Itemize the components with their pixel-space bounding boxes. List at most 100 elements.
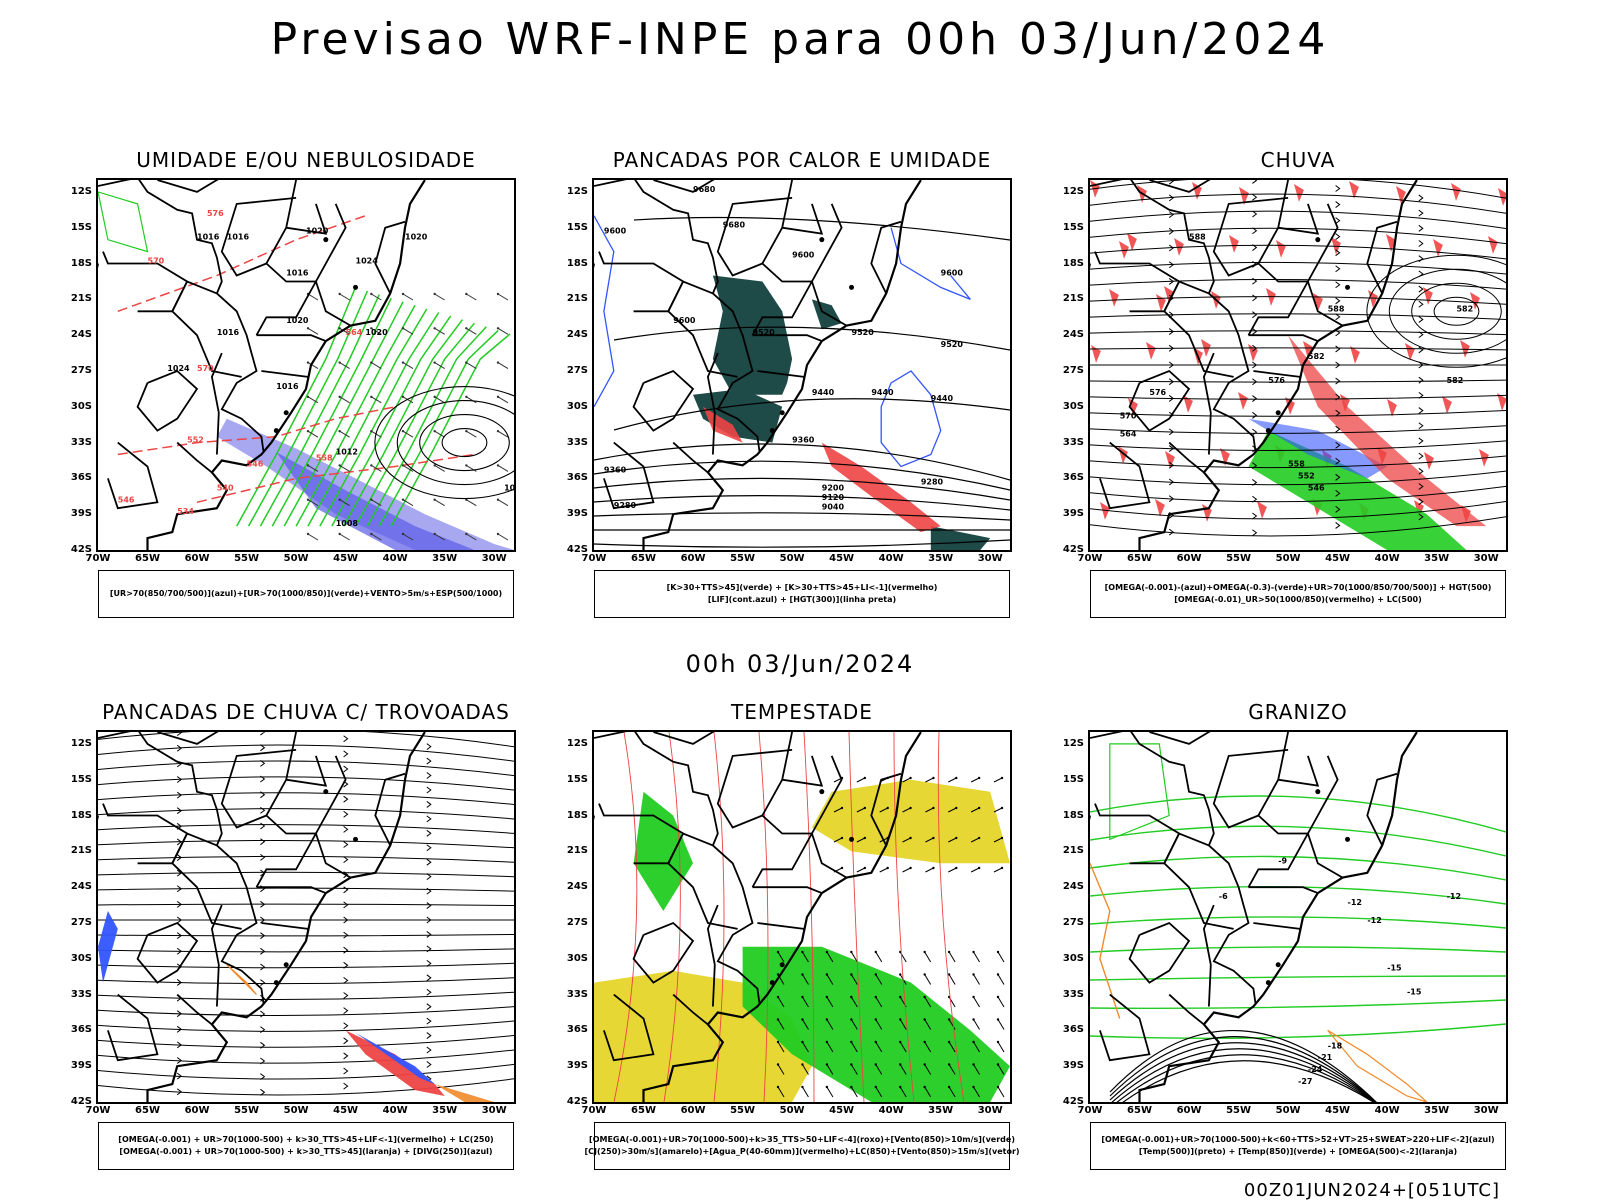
- latitude-tick-label: 18S: [70, 257, 92, 269]
- map-plot: -6 -9 -12 -15 -12 -18 -21 -24 -27 -15 -12: [1090, 732, 1506, 1102]
- contour-label: 9040: [822, 502, 845, 511]
- panel-legend: [UR>70(850/700/500)](azul)+[UR>70(1000/8…: [98, 570, 514, 618]
- contour-label: 9680: [693, 185, 716, 194]
- contour-label: 1024: [167, 364, 190, 373]
- contour-label: -27: [1298, 1077, 1312, 1086]
- latitude-tick-label: 33S: [1062, 436, 1084, 448]
- panel-title: UMIDADE E/OU NEBULOSIDADE: [136, 148, 476, 172]
- latitude-tick-label: 12S: [566, 185, 588, 197]
- main-title: Previsao WRF-INPE para 00h 03/Jun/2024: [270, 14, 1330, 65]
- contour-label: -24: [1308, 1065, 1323, 1074]
- latitude-tick-label: 15S: [1062, 221, 1084, 233]
- panel-title: TEMPESTADE: [731, 700, 873, 724]
- contour-label: -12: [1447, 892, 1461, 901]
- contour-label: -15: [1407, 988, 1422, 997]
- longitude-tick-label: 35W: [432, 1105, 458, 1116]
- longitude-tick-label: 50W: [1275, 1105, 1301, 1116]
- longitude-tick-label: 60W: [1176, 553, 1202, 564]
- longitude-tick-label: 70W: [85, 1105, 111, 1116]
- longitude-tick-label: 55W: [1226, 1105, 1252, 1116]
- contour-label: 582: [1456, 304, 1473, 313]
- contour-label: 9520: [752, 328, 775, 337]
- contour-label: 9440: [871, 388, 894, 397]
- contour-label: 9600: [604, 227, 627, 236]
- longitude-tick-label: 35W: [432, 553, 458, 564]
- contour-label: 1012: [336, 448, 358, 457]
- longitude-tick-label: 30W: [481, 553, 507, 564]
- latitude-tick-label: 12S: [70, 737, 92, 749]
- longitude-tick-label: 50W: [1275, 553, 1301, 564]
- latitude-tick-label: 18S: [1062, 809, 1084, 821]
- latitude-tick-label: 42S: [1062, 1096, 1084, 1107]
- contour-label: 546: [1308, 483, 1325, 492]
- panel-title: GRANIZO: [1248, 700, 1348, 724]
- longitude-tick-label: 40W: [1374, 553, 1400, 564]
- latitude-tick-label: 27S: [1062, 916, 1084, 928]
- contour-label: 1024: [356, 257, 379, 266]
- longitude-tick-label: 65W: [631, 553, 656, 564]
- contour-label: -21: [1318, 1053, 1333, 1062]
- longitude-tick-label: 30W: [1473, 1105, 1499, 1116]
- latitude-tick-label: 21S: [566, 845, 588, 857]
- panel-title: PANCADAS POR CALOR E UMIDADE: [612, 148, 992, 172]
- weather-map-panel: -6 -9 -12 -15 -12 -18 -21 -24 -27 -15 -12: [1088, 730, 1508, 1104]
- latitude-tick-label: 33S: [70, 436, 92, 448]
- latitude-tick-label: 36S: [1062, 472, 1084, 484]
- latitude-tick-label: 30S: [70, 400, 92, 412]
- longitude-tick-label: 40W: [382, 1105, 408, 1116]
- contour-label: 552: [187, 436, 204, 445]
- contour-label: 9360: [604, 465, 627, 474]
- latitude-tick-label: 12S: [1062, 185, 1084, 197]
- weather-map-panel: 588 588 582 582 576 576 570 564 558 552 546 582: [1088, 178, 1508, 552]
- longitude-tick-label: 55W: [730, 1105, 756, 1116]
- latitude-tick-label: 36S: [70, 1024, 92, 1036]
- contour-label: 9440: [931, 394, 954, 403]
- latitude-tick-label: 30S: [70, 952, 92, 964]
- longitude-tick-label: 45W: [1325, 553, 1351, 564]
- contour-label: 534: [177, 507, 194, 516]
- legend-text: [OMEGA(-0.001)+UR>70(1000-500)+k>35_TTS>…: [589, 1135, 1015, 1144]
- latitude-tick-label: 12S: [1062, 737, 1084, 749]
- longitude-tick-label: 55W: [234, 1105, 260, 1116]
- contour-label: 588: [1189, 233, 1206, 242]
- contour-label: 1008: [336, 519, 359, 528]
- latitude-tick-label: 33S: [566, 988, 588, 1000]
- weather-map-panel: 9680 9680 9600 9600 9600 9600 9520 9520 9520 9440…: [592, 178, 1012, 552]
- latitude-tick-label: 15S: [566, 773, 588, 785]
- contour-label: 1016: [276, 382, 299, 391]
- contour-label: 576: [207, 209, 224, 218]
- legend-text: [OMEGA(-0.001) + UR>70(1000-500) + k>30_…: [119, 1147, 493, 1156]
- contour-label: 9680: [723, 221, 746, 230]
- longitude-tick-label: 35W: [928, 553, 954, 564]
- latitude-tick-label: 42S: [566, 544, 588, 555]
- longitude-tick-label: 60W: [184, 1105, 210, 1116]
- longitude-tick-label: 45W: [829, 553, 855, 564]
- latitude-tick-label: 15S: [70, 221, 92, 233]
- map-plot: 9680 9680 9600 9600 9600 9600 9520 9520 9520 9440…: [594, 180, 1010, 550]
- contour-label: 9600: [941, 268, 964, 277]
- panel-legend: [OMEGA(-0.001)-(azul)+OMEGA(-0.3)-(verde…: [1090, 570, 1506, 618]
- contour-label: 546: [247, 459, 264, 468]
- longitude-tick-label: 35W: [1424, 1105, 1450, 1116]
- contour-label: -18: [1328, 1041, 1343, 1050]
- longitude-tick-label: 60W: [184, 553, 210, 564]
- longitude-tick-label: 50W: [779, 1105, 805, 1116]
- map-plot: [98, 732, 514, 1102]
- longitude-tick-label: 65W: [135, 1105, 160, 1116]
- latitude-tick-label: 39S: [70, 1060, 92, 1072]
- model-run-stamp: 00Z01JUN2024+[051UTC]: [1243, 1180, 1500, 1201]
- contour-label: -12: [1348, 898, 1362, 907]
- latitude-tick-label: 30S: [1062, 952, 1084, 964]
- latitude-tick-label: 36S: [70, 472, 92, 484]
- latitude-tick-label: 33S: [1062, 988, 1084, 1000]
- longitude-tick-label: 55W: [730, 553, 756, 564]
- contour-label: -15: [1387, 964, 1402, 973]
- contour-label: 570: [148, 257, 165, 266]
- latitude-tick-label: 39S: [566, 1060, 588, 1072]
- latitude-tick-label: 24S: [70, 881, 92, 893]
- latitude-tick-label: 21S: [70, 293, 92, 305]
- contour-label: 9520: [941, 340, 964, 349]
- contour-label: 564: [1120, 430, 1137, 439]
- contour-label: 582: [1447, 376, 1464, 385]
- contour-label: 9200: [822, 483, 845, 492]
